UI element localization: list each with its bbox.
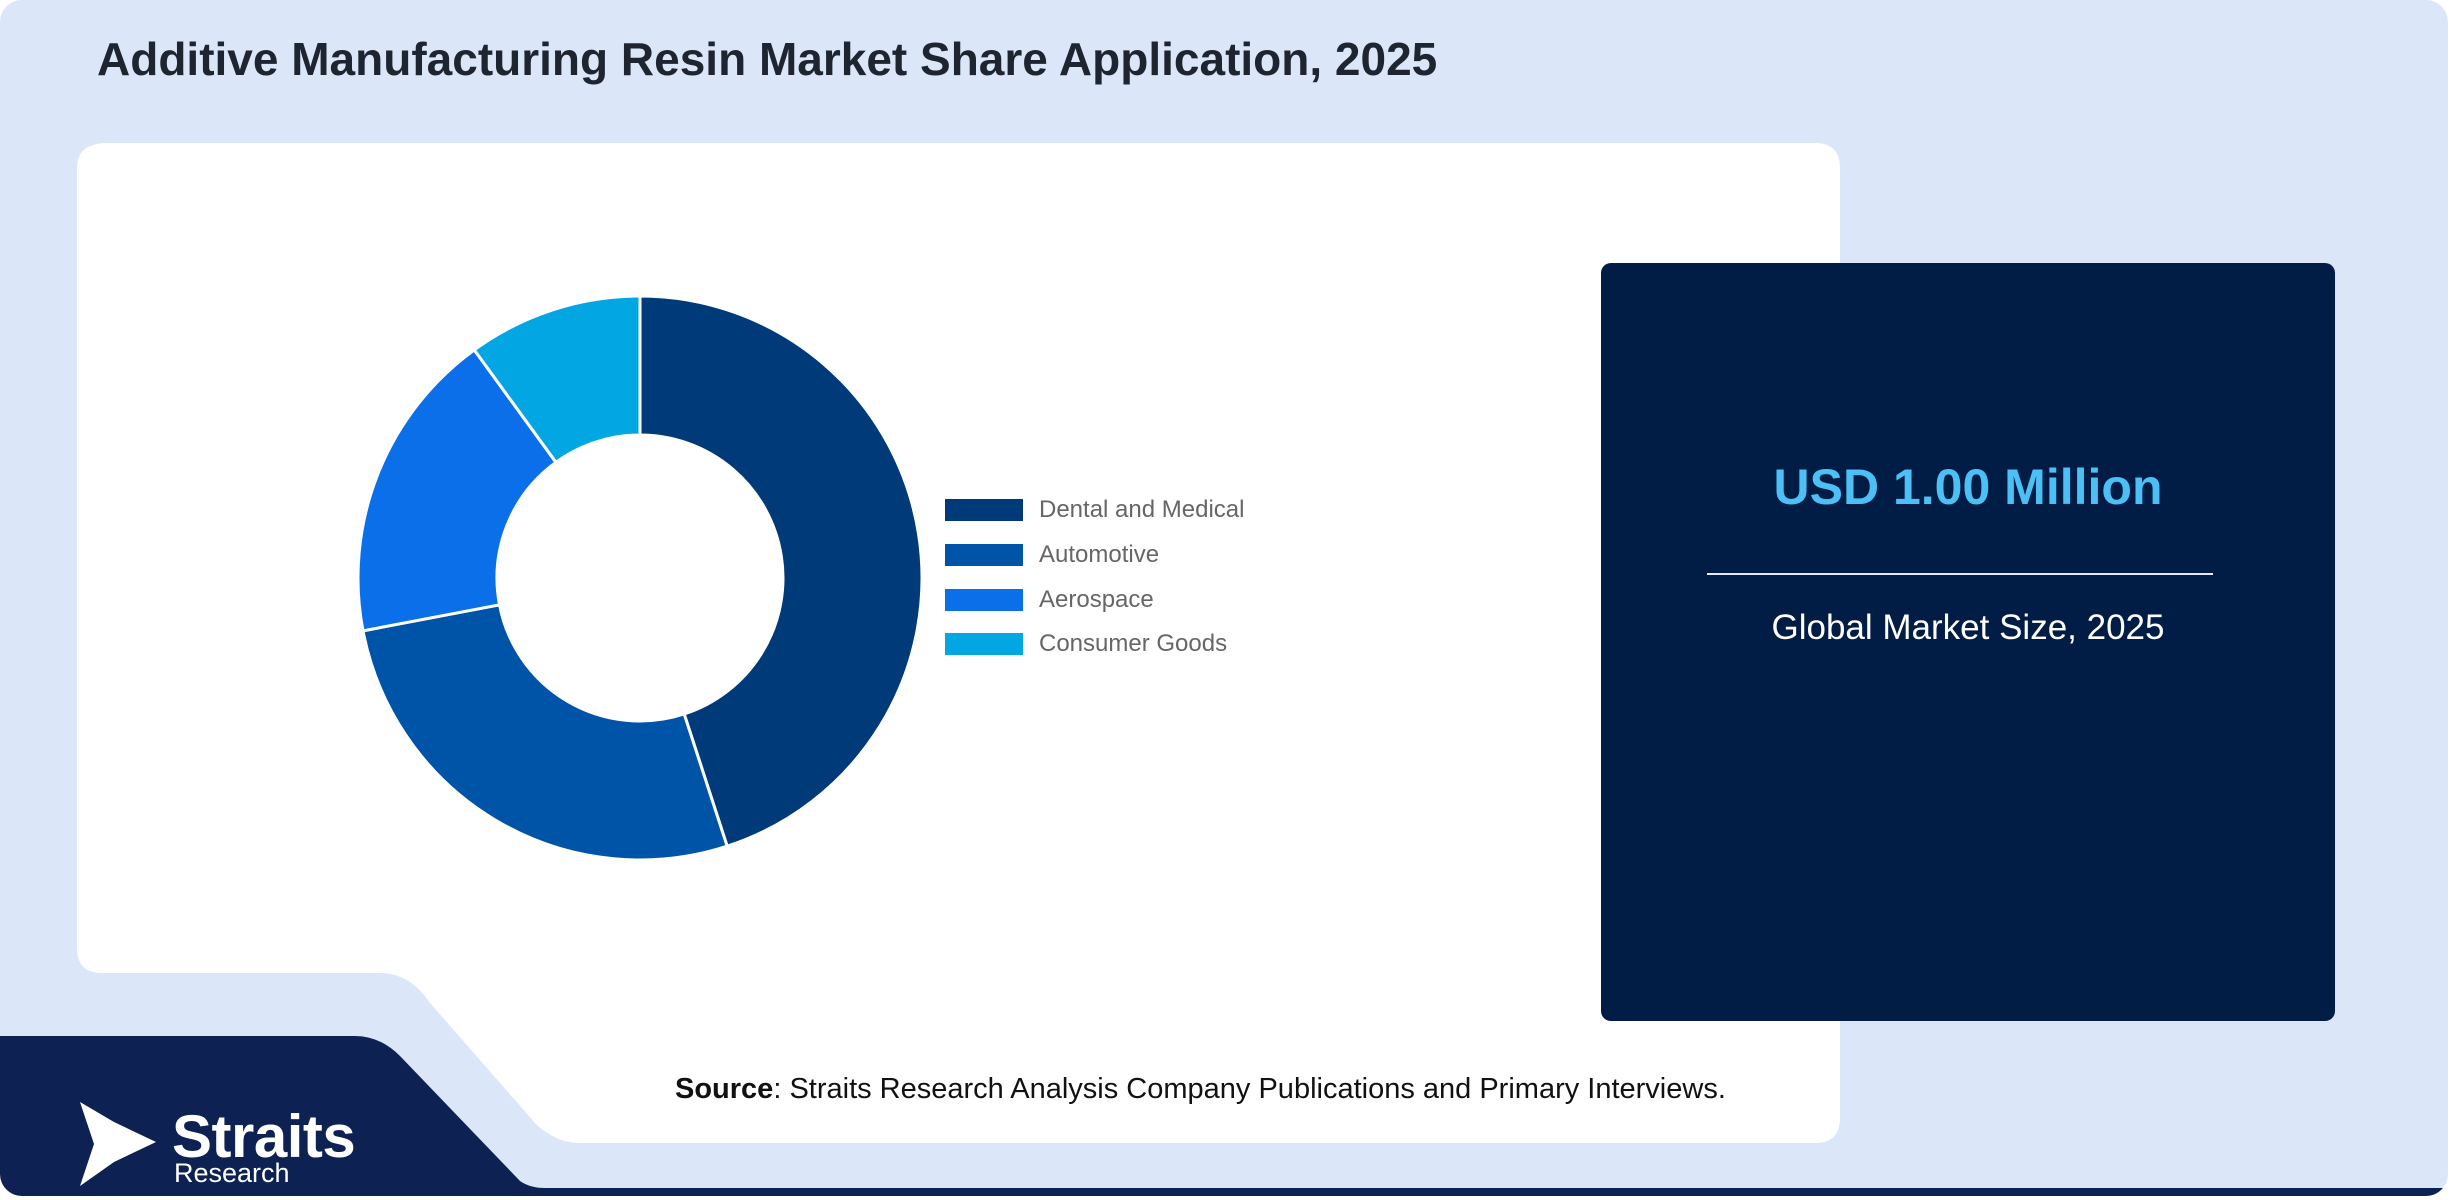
chart-legend: Dental and Medical Automotive Aerospace Con… — [945, 488, 1244, 667]
legend-swatch — [945, 588, 1023, 611]
donut-slice-dental-and-medical — [638, 294, 924, 849]
legend-swatch — [945, 544, 1023, 567]
market-size-caption: Global Market Size, 2025 — [1771, 608, 2165, 647]
donut-slice-consumer-goods — [472, 294, 642, 465]
logo-name: Straits — [172, 1103, 356, 1170]
logo-arrow-icon — [80, 1102, 156, 1186]
source-label: Source — [675, 1073, 774, 1105]
market-size-card: USD 1.00 Million Global Market Size, 202… — [1601, 263, 2335, 1021]
donut-slice-automotive — [361, 603, 730, 862]
legend-swatch — [945, 633, 1023, 656]
source-text: : Straits Research Analysis Company Publ… — [773, 1073, 1726, 1105]
card-divider — [1707, 573, 2213, 575]
legend-item: Consumer Goods — [945, 622, 1244, 667]
legend-label: Consumer Goods — [1039, 630, 1228, 658]
source-note: Source: Straits Research Analysis Compan… — [675, 1073, 1726, 1106]
legend-item: Automotive — [945, 533, 1244, 578]
straits-logo: Straits Research — [80, 1100, 410, 1190]
logo-subtitle: Research — [174, 1158, 290, 1188]
legend-swatch — [945, 499, 1023, 522]
market-size-value: USD 1.00 Million — [1773, 459, 2163, 515]
legend-label: Dental and Medical — [1039, 496, 1245, 524]
legend-label: Automotive — [1039, 541, 1160, 569]
legend-label: Aerospace — [1039, 585, 1154, 613]
legend-item: Aerospace — [945, 577, 1244, 622]
footer-band — [0, 1036, 2448, 1196]
donut-slice-aerospace — [356, 347, 559, 633]
page-title: Additive Manufacturing Resin Market Shar… — [97, 33, 1438, 85]
legend-item: Dental and Medical — [945, 488, 1244, 533]
